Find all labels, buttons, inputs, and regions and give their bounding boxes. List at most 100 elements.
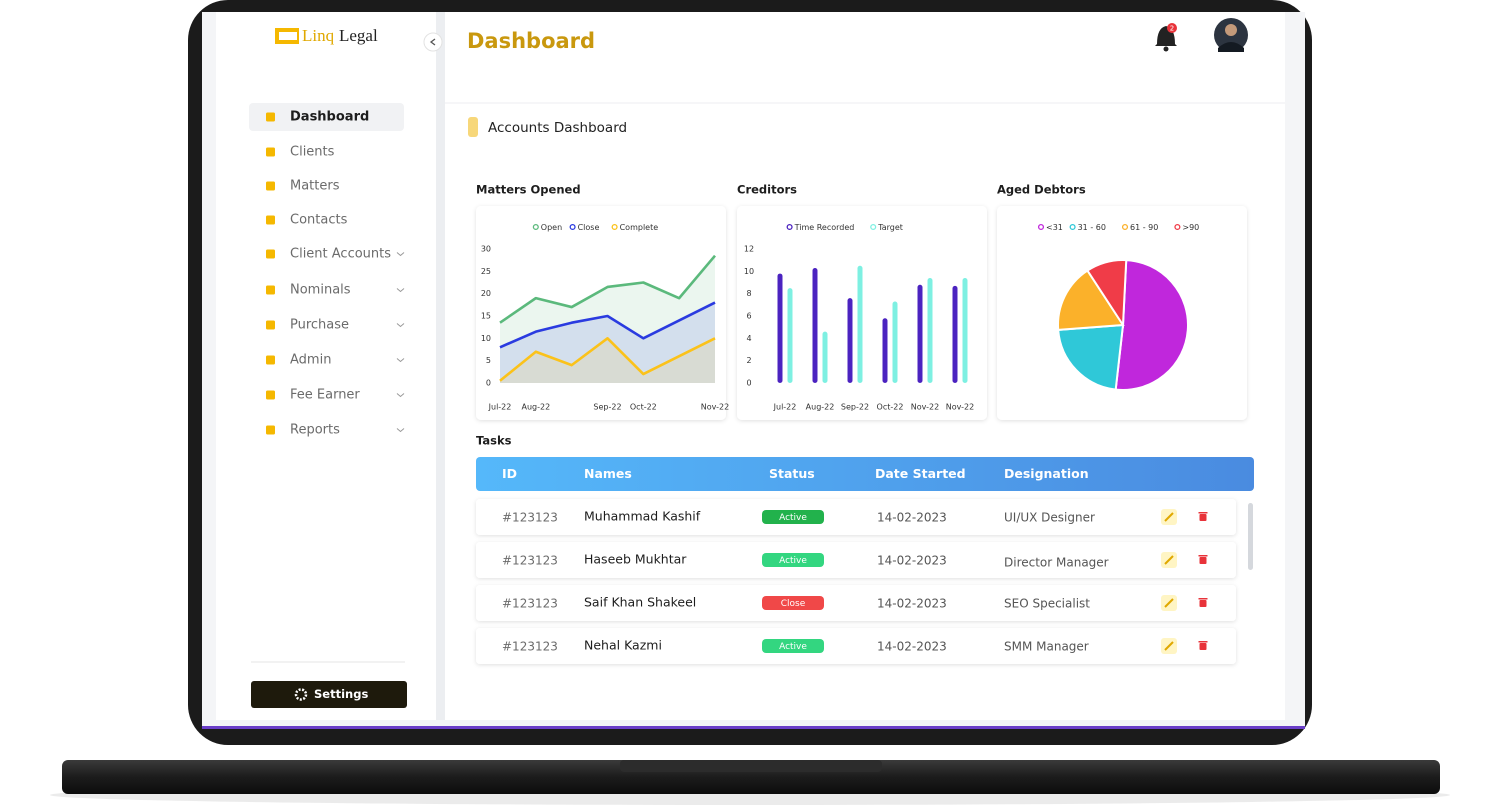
nav-item[interactable]: Fee Earner — [290, 388, 360, 403]
edit-icon — [1164, 512, 1174, 522]
area-fill — [500, 255, 715, 383]
cell-name: Saif Khan Shakeel — [584, 595, 696, 610]
y-tick-label: 30 — [481, 245, 491, 254]
legend-label: Target — [877, 223, 903, 232]
legend-label: <31 — [1046, 223, 1063, 232]
nav-item[interactable]: Reports — [290, 423, 340, 438]
series-line — [499, 337, 716, 382]
cell-designation: SEO Specialist — [1004, 597, 1090, 611]
nav-chevron — [396, 358, 405, 363]
edit-icon — [1164, 555, 1174, 565]
status-pill — [762, 510, 824, 524]
section-title: Accounts Dashboard — [488, 120, 627, 136]
cell-id: #123123 — [502, 640, 558, 654]
delete-icon-lid — [1198, 641, 1208, 643]
nav-item[interactable]: Purchase — [290, 318, 349, 333]
nav-item[interactable]: Clients — [290, 145, 335, 160]
column-header: Designation — [1004, 466, 1089, 481]
delete-icon-lid — [1198, 512, 1208, 514]
cell-designation: UI/UX Designer — [1004, 511, 1095, 525]
x-tick-label: Sep-22 — [593, 403, 621, 412]
cell-status: Close — [781, 599, 806, 609]
delete-icon[interactable] — [1199, 643, 1207, 650]
nav-item[interactable]: Matters — [290, 179, 340, 194]
x-tick-label: Aug-22 — [806, 403, 835, 412]
nav-item[interactable]: Nominals — [290, 283, 351, 298]
pie-slice — [1086, 259, 1128, 329]
nav-icon — [266, 390, 275, 400]
y-tick-label: 8 — [746, 289, 751, 298]
nav-item[interactable]: Dashboard — [290, 110, 369, 125]
pie-slice — [1057, 323, 1125, 391]
nav-icon — [266, 425, 275, 435]
legend-label: Close — [578, 223, 600, 232]
x-tick-label: Oct-22 — [630, 403, 657, 412]
cell-date: 14-02-2023 — [877, 640, 947, 654]
nav-icon — [266, 181, 275, 191]
collapse-button[interactable] — [423, 32, 443, 52]
delete-icon[interactable] — [1199, 557, 1207, 564]
nav-icon — [266, 320, 275, 330]
nav-chevron — [396, 393, 405, 398]
avatar-face — [1225, 24, 1237, 36]
y-tick-label: 25 — [481, 267, 491, 276]
area-fill — [500, 302, 715, 383]
cell-id: #123123 — [502, 511, 558, 525]
bar — [812, 267, 818, 383]
bar — [927, 278, 933, 383]
cell-id: #123123 — [502, 597, 558, 611]
delete-icon[interactable] — [1199, 600, 1207, 607]
nav-active-bg — [249, 103, 404, 131]
column-header: Status — [769, 466, 815, 481]
legend-label: 61 - 90 — [1130, 223, 1158, 232]
nav-chevron — [396, 428, 405, 433]
bell-clapper — [1163, 46, 1169, 52]
notification-badge — [1167, 23, 1177, 33]
chart-title: Creditors — [737, 183, 797, 197]
nav-icon — [266, 147, 275, 157]
settings-label: Settings — [314, 687, 368, 701]
bar — [882, 318, 888, 383]
nav-item[interactable]: Admin — [290, 353, 331, 368]
legend-marker — [1121, 223, 1129, 231]
y-tick-label: 0 — [746, 379, 751, 388]
x-tick-label: Nov-22 — [946, 403, 974, 412]
y-tick-label: 0 — [486, 379, 491, 388]
status-pill — [762, 639, 824, 653]
pie-slice — [1057, 269, 1125, 331]
x-tick-label: Nov-22 — [701, 403, 729, 412]
legend-marker — [1037, 223, 1045, 231]
tasks-title: Tasks — [476, 434, 512, 448]
cell-id: #123123 — [502, 554, 558, 568]
base-notch — [620, 760, 882, 772]
bar — [822, 331, 828, 383]
cell-status: Active — [779, 513, 807, 523]
y-tick-label: 2 — [746, 356, 751, 365]
y-tick-label: 4 — [746, 334, 751, 343]
cell-status: Active — [779, 556, 807, 566]
brand-first: Linq — [302, 26, 335, 45]
y-tick-label: 10 — [744, 267, 754, 276]
x-tick-label: Nov-22 — [911, 403, 939, 412]
table-row — [476, 542, 1236, 578]
cell-name: Muhammad Kashif — [584, 509, 701, 524]
nav-item[interactable]: Contacts — [290, 213, 348, 228]
settings-button[interactable] — [251, 681, 407, 708]
screen-edge — [202, 726, 1305, 729]
area-fill — [500, 338, 715, 383]
delete-icon-lid — [1198, 598, 1208, 600]
legend-marker — [786, 223, 793, 231]
nav-icon — [266, 215, 275, 225]
legend-marker — [1174, 223, 1181, 231]
scrollbar[interactable] — [1248, 503, 1253, 570]
nav-chevron — [396, 323, 405, 328]
brand-second: Legal — [339, 26, 378, 45]
nav-icon — [266, 355, 275, 365]
delete-icon[interactable] — [1199, 514, 1207, 521]
cell-date: 14-02-2023 — [877, 554, 947, 568]
bar — [892, 301, 898, 383]
column-header: Names — [584, 466, 632, 481]
nav-item[interactable]: Client Accounts — [290, 247, 391, 262]
x-tick-label: Oct-22 — [877, 403, 904, 412]
